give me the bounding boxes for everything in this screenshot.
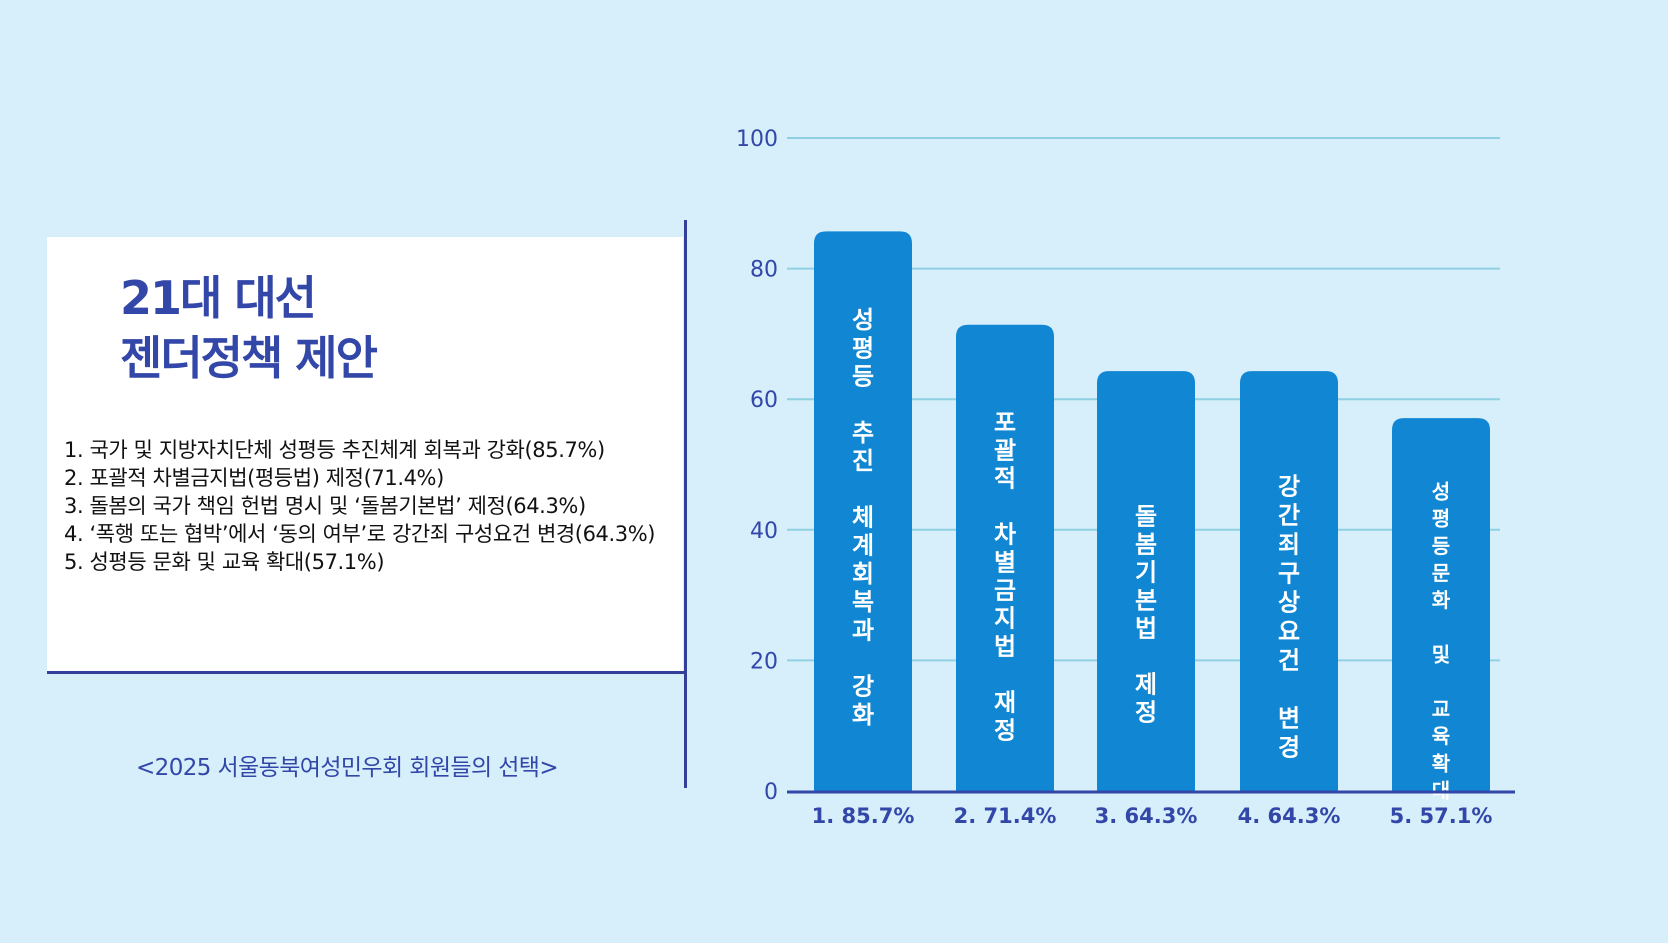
bar-2 — [956, 324, 1054, 791]
bar-label-char: 본 — [1135, 586, 1157, 614]
bar-label-char: 법 — [1135, 614, 1157, 642]
bar-label-char: 추 — [852, 419, 874, 447]
bar-label-char: 화 — [852, 701, 874, 729]
source-caption: <2025 서울동북여성민우회 회원들의 선택> — [136, 755, 559, 781]
y-tick-label: 80 — [750, 258, 778, 283]
bar-label-char: 교 — [1432, 697, 1450, 721]
bar-label-char: 복 — [852, 588, 874, 616]
bar-label-char: 과 — [852, 616, 874, 644]
bar-label-char: 화 — [1432, 588, 1451, 612]
page-title: 21대 대선 젠더정책 제안 — [120, 268, 378, 388]
bar-label-char: 법 — [994, 632, 1016, 660]
bar-label-char: 강 — [1278, 472, 1300, 500]
bar-5 — [1392, 418, 1490, 791]
bar-label-char: 금 — [994, 576, 1016, 604]
card-bottom-divider — [47, 671, 687, 674]
bar-label-char: 간 — [1278, 501, 1300, 529]
x-category-label: 3. 64.3% — [1095, 804, 1198, 828]
card-right-divider — [684, 220, 687, 788]
bar-label-char: 평 — [1432, 507, 1450, 531]
bar-label-char: 봄 — [1135, 530, 1157, 558]
bar-label-char: 회 — [852, 560, 874, 588]
bar-label-char: 계 — [852, 532, 874, 560]
proposal-item: 4. ‘폭행 또는 협박’에서 ‘동의 여부’로 강간죄 구성요건 변경(64.… — [64, 522, 656, 546]
bar-label-char: 등 — [1432, 534, 1450, 558]
bar-label-char: 진 — [852, 447, 874, 475]
bar-4 — [1240, 371, 1338, 791]
bar-label-char: 차 — [994, 520, 1016, 548]
bar-label-char: 돌 — [1135, 502, 1157, 530]
bar-label-char: 체 — [852, 503, 874, 531]
bar-label-char: 강 — [852, 673, 874, 701]
summary-card — [47, 237, 683, 671]
bar-label-char: 평 — [852, 334, 874, 362]
bar-label-char: 재 — [994, 688, 1016, 716]
bar-label-char: 변 — [1278, 704, 1300, 732]
bar-label-char: 포 — [994, 408, 1016, 436]
x-category-label: 5. 57.1% — [1390, 804, 1493, 828]
proposal-item: 1. 국가 및 지방자치단체 성평등 추진체계 회복과 강화(85.7%) — [64, 438, 605, 462]
y-tick-label: 40 — [750, 519, 778, 544]
proposal-item: 3. 돌봄의 국가 책임 헌법 명시 및 ‘돌봄기본법’ 제정(64.3%) — [64, 494, 586, 518]
page-title-line-2: 젠더정책 제안 — [120, 331, 378, 385]
bar-label-char: 등 — [852, 362, 874, 390]
proposal-item: 5. 성평등 문화 및 교육 확대(57.1%) — [64, 550, 385, 574]
bar-label-char: 성 — [852, 306, 874, 334]
bar-label-char: 기 — [1135, 558, 1157, 586]
bar-label-char: 괄 — [994, 436, 1016, 464]
bar-label-char: 경 — [1278, 733, 1300, 761]
x-category-label: 1. 85.7% — [812, 804, 915, 828]
bar-label-char: 별 — [994, 548, 1016, 576]
y-tick-label: 60 — [750, 388, 778, 413]
bar-label-char: 및 — [1432, 643, 1450, 667]
bar-label-char: 건 — [1278, 646, 1300, 674]
y-tick-label: 0 — [764, 780, 778, 805]
y-tick-label: 100 — [736, 127, 778, 152]
bar-3 — [1097, 371, 1195, 791]
y-tick-label: 20 — [750, 649, 778, 674]
x-category-label: 2. 71.4% — [954, 804, 1057, 828]
bar-label-char: 육 — [1432, 724, 1450, 748]
bar-label-char: 정 — [1135, 698, 1157, 726]
bar-label-char: 적 — [994, 464, 1016, 492]
bar-label-char: 정 — [994, 716, 1016, 744]
x-category-label: 4. 64.3% — [1238, 804, 1341, 828]
bar-label-char: 제 — [1135, 670, 1157, 698]
bar-label-char: 상 — [1278, 588, 1300, 616]
bar-label-char: 지 — [994, 604, 1016, 632]
proposal-item: 2. 포괄적 차별금지법(평등법) 제정(71.4%) — [64, 466, 444, 490]
bar-label-char: 문 — [1432, 561, 1450, 585]
bar-1 — [814, 231, 912, 791]
bar-label-char: 죄 — [1278, 530, 1300, 558]
page-title-line-1: 21대 대선 — [120, 271, 317, 325]
proposal-list: 1. 국가 및 지방자치단체 성평등 추진체계 회복과 강화(85.7%) 2.… — [64, 436, 655, 576]
bar-label-char: 확 — [1432, 751, 1451, 775]
bar-label-char: 구 — [1278, 559, 1300, 587]
bar-label-char: 성 — [1432, 479, 1450, 503]
bar-label-char: 요 — [1278, 617, 1300, 645]
